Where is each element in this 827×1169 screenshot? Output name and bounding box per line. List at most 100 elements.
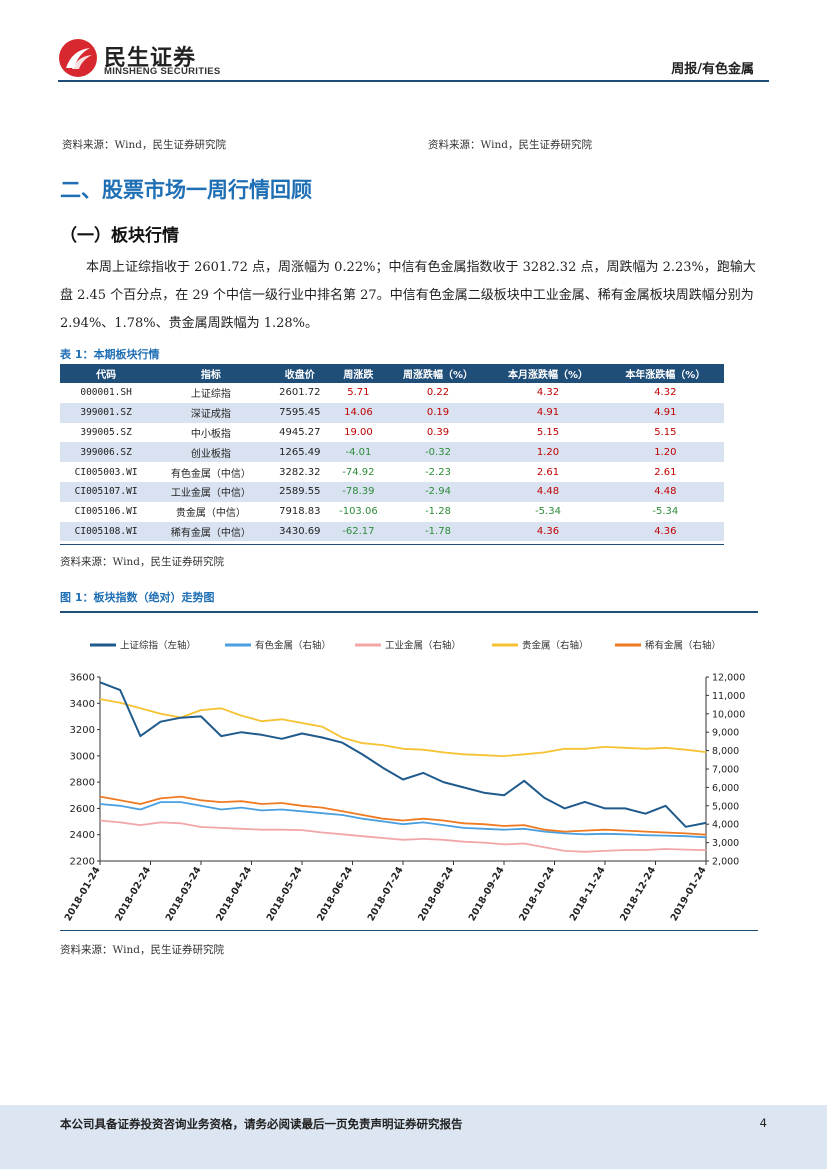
page-number: 4 [759, 1116, 767, 1130]
table-cell: -62.17 [330, 521, 387, 542]
table-cell: -4.01 [330, 442, 387, 463]
x-axis-tick-label: 2018-08-24 [416, 865, 456, 923]
right-axis-tick-label: 9,000 [712, 728, 739, 739]
table-header-cell: 指标 [152, 364, 270, 383]
table-cell: CI005003.WI [74, 466, 138, 478]
table-row: CI005108.WI 稀有金属（中信） 3430.69 -62.17 -1.78 4.3… [60, 521, 724, 542]
table-cell: CI005108.WI [60, 521, 153, 542]
table-row: 399005.SZ 中小板指 4945.27 19.00 0.39 5.15 5.15 [60, 423, 724, 443]
table-cell: -5.34 [535, 506, 561, 518]
right-axis-tick-label: 4,000 [712, 820, 739, 831]
table-header-cell: 本年涨跌幅（%） [606, 364, 724, 383]
left-axis-tick-label: 3200 [70, 725, 95, 736]
top-source-right: 资料来源：Wind，民生证券研究院 [428, 139, 592, 151]
table-cell: 深证成指 [152, 402, 270, 423]
table-cell: -0.32 [386, 442, 490, 463]
paragraph-text: 本周上证综指收于 2601.72 点，周涨幅为 0.22%；中信有色金属指数收于… [60, 260, 756, 331]
table-cell: 中小板指 [190, 428, 231, 440]
table-header-cell: 周涨跌 [330, 364, 387, 383]
table-cell: 有色金属（中信） [170, 468, 251, 480]
table-cell: CI005106.WI [74, 506, 138, 518]
table-cell: -1.78 [386, 521, 490, 542]
header-divider [58, 80, 769, 82]
table-cell: 稀有金属（中信） [152, 521, 270, 542]
table-cell: 4.36 [489, 521, 607, 542]
table-cell: 5.15 [536, 426, 560, 438]
right-axis-tick-label: 5,000 [712, 801, 739, 812]
table-cell: 19.00 [344, 426, 373, 438]
legend-label: 贵金属（右轴） [522, 640, 589, 652]
table-header-cell: 周涨跌幅（%） [386, 364, 490, 383]
table-cell: 399001.SZ [60, 402, 153, 423]
section-title: 二、股票市场一周行情回顾 [60, 178, 312, 202]
minsheng-logo-icon [59, 39, 97, 77]
table-cell: -5.34 [652, 506, 679, 518]
table-row: 399001.SZ 深证成指 7595.45 14.06 0.19 4.91 4.91 [60, 402, 724, 423]
table-header-cell: 收盘价 [269, 364, 331, 383]
left-axis-tick-label: 2800 [70, 778, 95, 789]
table-cell: 0.39 [426, 426, 450, 438]
x-axis-tick-label: 2018-11-24 [568, 865, 608, 923]
series-line-sh [99, 681, 707, 828]
x-axis-tick-label: 2018-06-24 [315, 865, 355, 923]
left-axis-tick-label: 2600 [70, 804, 95, 815]
table-cell: 0.22 [426, 387, 450, 399]
table-cell: 7918.83 [279, 506, 321, 518]
table-source: 资料来源：Wind，民生证券研究院 [60, 556, 224, 568]
table-caption: 表 1：本期板块行情 [60, 348, 160, 361]
figure-top-rule [60, 611, 758, 613]
table-cell: 4.91 [606, 402, 724, 423]
logo-chinese-name: 民生证券 [104, 46, 197, 71]
sector-quotes-table: 代码 指标 收盘价 周涨跌 周涨跌幅（%） 本月涨跌幅（%） 本年涨跌幅（%） 000001… [60, 364, 724, 542]
left-axis-tick-label: 2200 [70, 857, 95, 868]
table-header-row: 代码 指标 收盘价 周涨跌 周涨跌幅（%） 本月涨跌幅（%） 本年涨跌幅（%） [60, 364, 724, 383]
table-cell: 工业金属（中信） [152, 481, 270, 502]
table-cell: 上证综指 [190, 389, 231, 401]
table-cell: 7595.45 [269, 402, 331, 423]
right-axis-tick-label: 10,000 [712, 709, 745, 720]
legend-label: 上证综指（左轴） [120, 640, 196, 652]
table-cell: 5.71 [347, 387, 370, 399]
x-axis-tick-label: 2018-09-24 [467, 865, 507, 923]
table-cell: 4.48 [606, 481, 724, 502]
right-axis-tick-label: 8,000 [712, 746, 739, 757]
table-cell: 4.48 [489, 481, 607, 502]
figure-source: 资料来源：Wind，民生证券研究院 [60, 944, 224, 956]
right-axis-tick-label: 3,000 [712, 838, 739, 849]
table-cell: -103.06 [339, 506, 378, 518]
legend-label: 工业金属（右轴） [385, 640, 461, 652]
right-axis-tick-label: 6,000 [712, 783, 739, 794]
table-cell: 3282.32 [279, 466, 321, 478]
right-axis-tick-label: 2,000 [712, 857, 739, 868]
figure-bottom-rule [60, 930, 758, 931]
table-cell: 1.20 [606, 442, 724, 463]
table-cell: 2589.55 [269, 481, 331, 502]
table-cell: 4.32 [654, 387, 677, 399]
table-cell: -78.39 [330, 481, 387, 502]
table-cell: 399005.SZ [80, 426, 132, 438]
x-axis-tick-label: 2018-10-24 [517, 865, 557, 923]
table-cell: 0.19 [386, 402, 490, 423]
subsection-title: （一）板块行情 [60, 226, 179, 246]
footer-disclaimer: 本公司具备证券投资咨询业务资格，请务必阅读最后一页免责声明证券研究报告 [60, 1117, 463, 1131]
report-type: 周报/有色金属 [671, 62, 754, 77]
legend-label: 稀有金属（右轴） [645, 640, 721, 652]
table-cell: -2.94 [386, 481, 490, 502]
table-row: CI005003.WI 有色金属（中信） 3282.32 -74.92 -2.23 2.6… [60, 462, 724, 482]
legend-label: 有色金属（右轴） [255, 640, 331, 652]
x-axis-tick-label: 2018-03-24 [164, 865, 204, 923]
table-cell: 4.91 [489, 402, 607, 423]
table-cell: 000001.SH [80, 387, 132, 399]
table-cell: 4.36 [606, 521, 724, 542]
table-cell: 1.20 [489, 442, 607, 463]
figure-caption: 图 1：板块指数（绝对）走势图 [60, 591, 215, 604]
table-row: 000001.SH 上证综指 2601.72 5.71 0.22 4.32 4.32 [60, 383, 724, 403]
table-cell: 创业板指 [152, 442, 270, 463]
x-axis-tick-label: 2018-02-24 [113, 865, 153, 923]
table-cell: 14.06 [330, 402, 387, 423]
x-axis-tick-label: 2018-05-24 [265, 865, 305, 923]
right-axis-tick-label: 7,000 [712, 765, 739, 776]
left-axis-tick-label: 3400 [70, 699, 95, 710]
table-cell: 3430.69 [269, 521, 331, 542]
market-summary-paragraph: 本周上证综指收于 2601.72 点，周涨幅为 0.22%；中信有色金属指数收于… [60, 254, 768, 338]
